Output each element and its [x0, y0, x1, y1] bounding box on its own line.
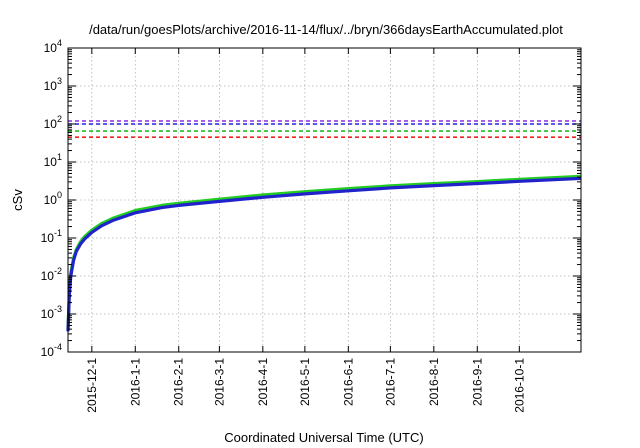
y-tick-exponent: 2 — [57, 114, 62, 124]
y-axis-label: cSv — [10, 189, 25, 211]
y-tick-label: 10-1 — [41, 228, 62, 245]
y-tick-base: 10 — [44, 155, 58, 169]
x-tick-label: 2016-6-1 — [341, 358, 355, 406]
y-tick-base: 10 — [44, 79, 58, 93]
y-tick-exponent: -4 — [54, 342, 62, 352]
y-tick-exponent: 4 — [57, 38, 62, 48]
y-tick-base: 10 — [44, 41, 58, 55]
y-tick-label: 10-2 — [41, 266, 62, 283]
x-tick-label: 2016-3-1 — [212, 358, 226, 406]
series-lines — [66, 174, 582, 332]
y-tick-label: 10-3 — [41, 304, 62, 321]
x-axis-label: Coordinated Universal Time (UTC) — [224, 430, 423, 445]
x-tick-label: 2016-10-1 — [512, 358, 526, 413]
y-tick-label: 103 — [44, 76, 62, 93]
y-tick-base: 10 — [41, 307, 55, 321]
y-tick-exponent: 1 — [57, 152, 62, 162]
y-tick-base: 10 — [44, 117, 58, 131]
y-tick-base: 10 — [41, 269, 55, 283]
grid — [68, 48, 581, 352]
y-tick-base: 10 — [41, 231, 55, 245]
x-tick-label: 2016-9-1 — [470, 358, 484, 406]
chart-title: /data/run/goesPlots/archive/2016-11-14/f… — [89, 22, 563, 37]
series-line-1 — [66, 176, 582, 332]
y-tick-label: 10-4 — [41, 342, 62, 359]
y-tick-label: 102 — [44, 114, 62, 131]
y-tick-base: 10 — [41, 345, 55, 359]
x-tick-label: 2016-4-1 — [256, 358, 270, 406]
y-tick-exponent: 3 — [57, 76, 62, 86]
x-tick-label: 2016-8-1 — [427, 358, 441, 406]
y-tick-exponent: 0 — [57, 190, 62, 200]
x-tick-label: 2016-1-1 — [128, 358, 142, 406]
threshold-lines — [68, 120, 581, 138]
y-tick-exponent: -2 — [54, 266, 62, 276]
x-tick-label: 2016-2-1 — [172, 358, 186, 406]
y-tick-label: 100 — [44, 190, 62, 207]
y-tick-exponent: -3 — [54, 304, 62, 314]
y-tick-base: 10 — [44, 193, 58, 207]
y-tick-label: 101 — [44, 152, 62, 169]
x-tick-label: 2016-5-1 — [298, 358, 312, 406]
y-tick-label: 104 — [44, 38, 62, 55]
x-tick-label: 2016-7-1 — [383, 358, 397, 406]
series-line-0 — [66, 174, 582, 330]
x-tick-label: 2015-12-1 — [85, 358, 99, 413]
x-axis: 2015-12-1 2016-1-1 2016-2-1 2016-3-1 2016-4-… — [85, 48, 526, 413]
y-tick-exponent: -1 — [54, 228, 62, 238]
